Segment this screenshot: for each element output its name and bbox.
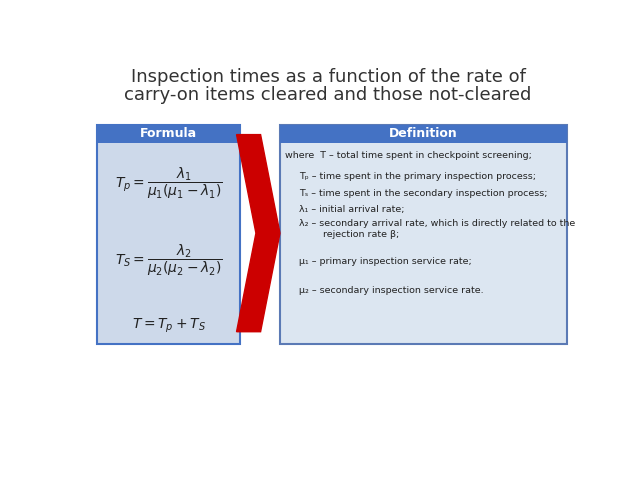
Bar: [97, 125, 241, 344]
Text: λ₁ – initial arrival rate;: λ₁ – initial arrival rate;: [300, 204, 405, 214]
Text: Inspection times as a function of the rate of: Inspection times as a function of the ra…: [131, 68, 525, 86]
Text: μ₁ – primary inspection service rate;: μ₁ – primary inspection service rate;: [300, 257, 472, 266]
Bar: [97, 125, 241, 143]
Text: $T_p = \dfrac{\lambda_1}{\mu_1(\mu_1 - \lambda_1)}$: $T_p = \dfrac{\lambda_1}{\mu_1(\mu_1 - \…: [115, 165, 223, 201]
Text: Tₛ – time spent in the secondary inspection process;: Tₛ – time spent in the secondary inspect…: [300, 189, 548, 198]
Text: $T_S = \dfrac{\lambda_2}{\mu_2(\mu_2 - \lambda_2)}$: $T_S = \dfrac{\lambda_2}{\mu_2(\mu_2 - \…: [115, 242, 223, 278]
Polygon shape: [237, 134, 280, 332]
Text: λ₂ – secondary arrival rate, which is directly related to the
        rejection : λ₂ – secondary arrival rate, which is di…: [300, 219, 575, 239]
Text: Tₚ – time spent in the primary inspection process;: Tₚ – time spent in the primary inspectio…: [300, 172, 536, 181]
Bar: [280, 125, 566, 143]
Text: where  T – total time spent in checkpoint screening;: where T – total time spent in checkpoint…: [285, 151, 532, 160]
Text: carry-on items cleared and those not-cleared: carry-on items cleared and those not-cle…: [124, 85, 532, 104]
Text: μ₂ – secondary inspection service rate.: μ₂ – secondary inspection service rate.: [300, 286, 484, 295]
Text: $T = T_p + T_S$: $T = T_p + T_S$: [132, 317, 205, 336]
Text: Definition: Definition: [389, 127, 458, 140]
Text: Formula: Formula: [140, 127, 197, 140]
Bar: [280, 125, 566, 344]
